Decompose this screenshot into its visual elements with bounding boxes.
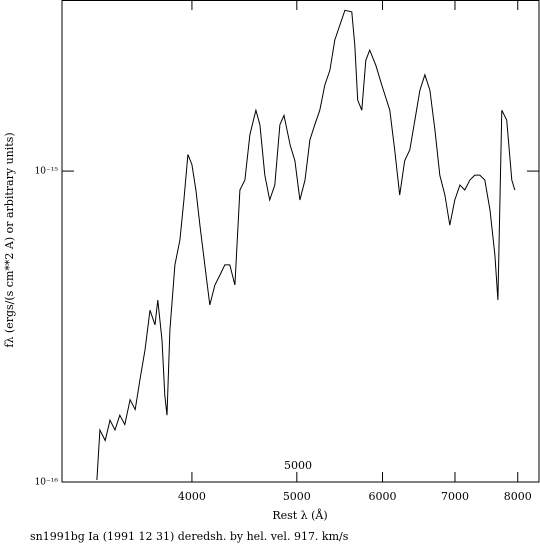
- x-tick-label: 8000: [504, 490, 532, 503]
- x-tick-label: 6000: [369, 490, 397, 503]
- y-tick-label: 10⁻¹⁵: [35, 167, 59, 177]
- axes: [61, 0, 540, 483]
- footer: sn1991bg Ia (1991 12 31) deredsh. by hel…: [30, 530, 349, 543]
- y-axis-label: fλ (ergs/(s cm**2 A) or arbitrary units): [3, 132, 16, 347]
- x-tick-label: 7000: [441, 490, 469, 503]
- y-tick-label: 10⁻¹⁶: [35, 478, 59, 488]
- spectrum-line: [96, 9, 516, 481]
- annotation: 5000: [284, 459, 312, 472]
- x-tick-label: 4000: [178, 490, 206, 503]
- x-axis-label: Rest λ (Å): [272, 508, 327, 522]
- plot-frame: [61, 0, 540, 483]
- x-tick-label: 5000: [283, 490, 311, 503]
